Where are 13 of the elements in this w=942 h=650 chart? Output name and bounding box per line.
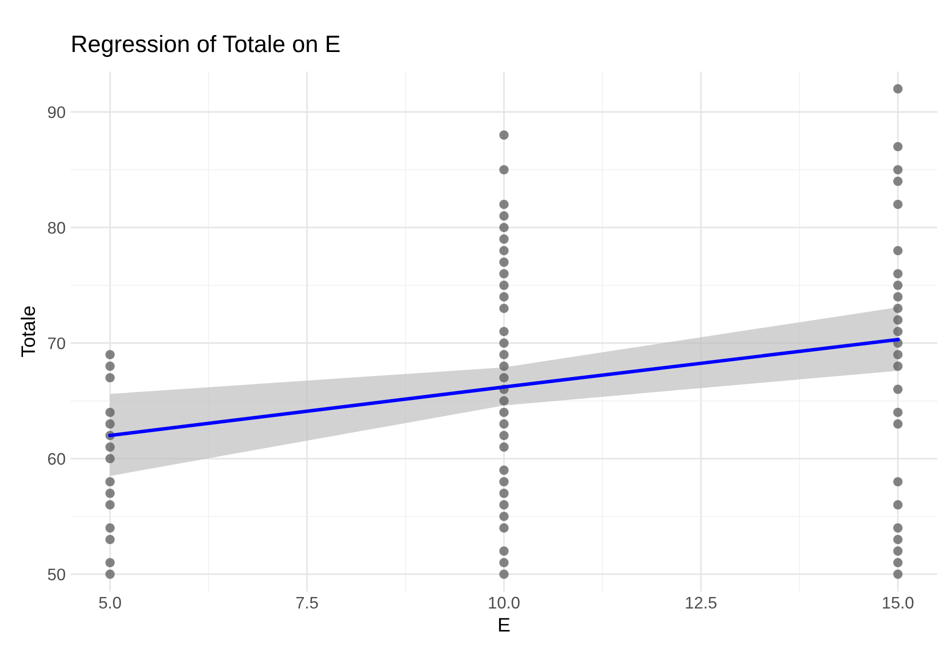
y-tick-label: 50 xyxy=(48,568,66,580)
y-tick-label: 60 xyxy=(48,453,66,465)
x-axis-title: E xyxy=(499,618,510,632)
x-tick-label: 12.5 xyxy=(686,596,716,609)
x-tick-label: 10.0 xyxy=(489,596,520,609)
x-tick-label: 5.0 xyxy=(99,596,121,609)
x-tick-label: 7.5 xyxy=(296,596,318,609)
x-tick-label: 15.0 xyxy=(882,596,914,609)
chart-title: Regression of Totale on E xyxy=(72,34,340,57)
y-tick-label: 70 xyxy=(48,337,66,350)
y-axis-title: Totale xyxy=(20,306,36,357)
y-tick-label: 80 xyxy=(48,222,66,234)
y-tick-label: 90 xyxy=(48,106,66,118)
